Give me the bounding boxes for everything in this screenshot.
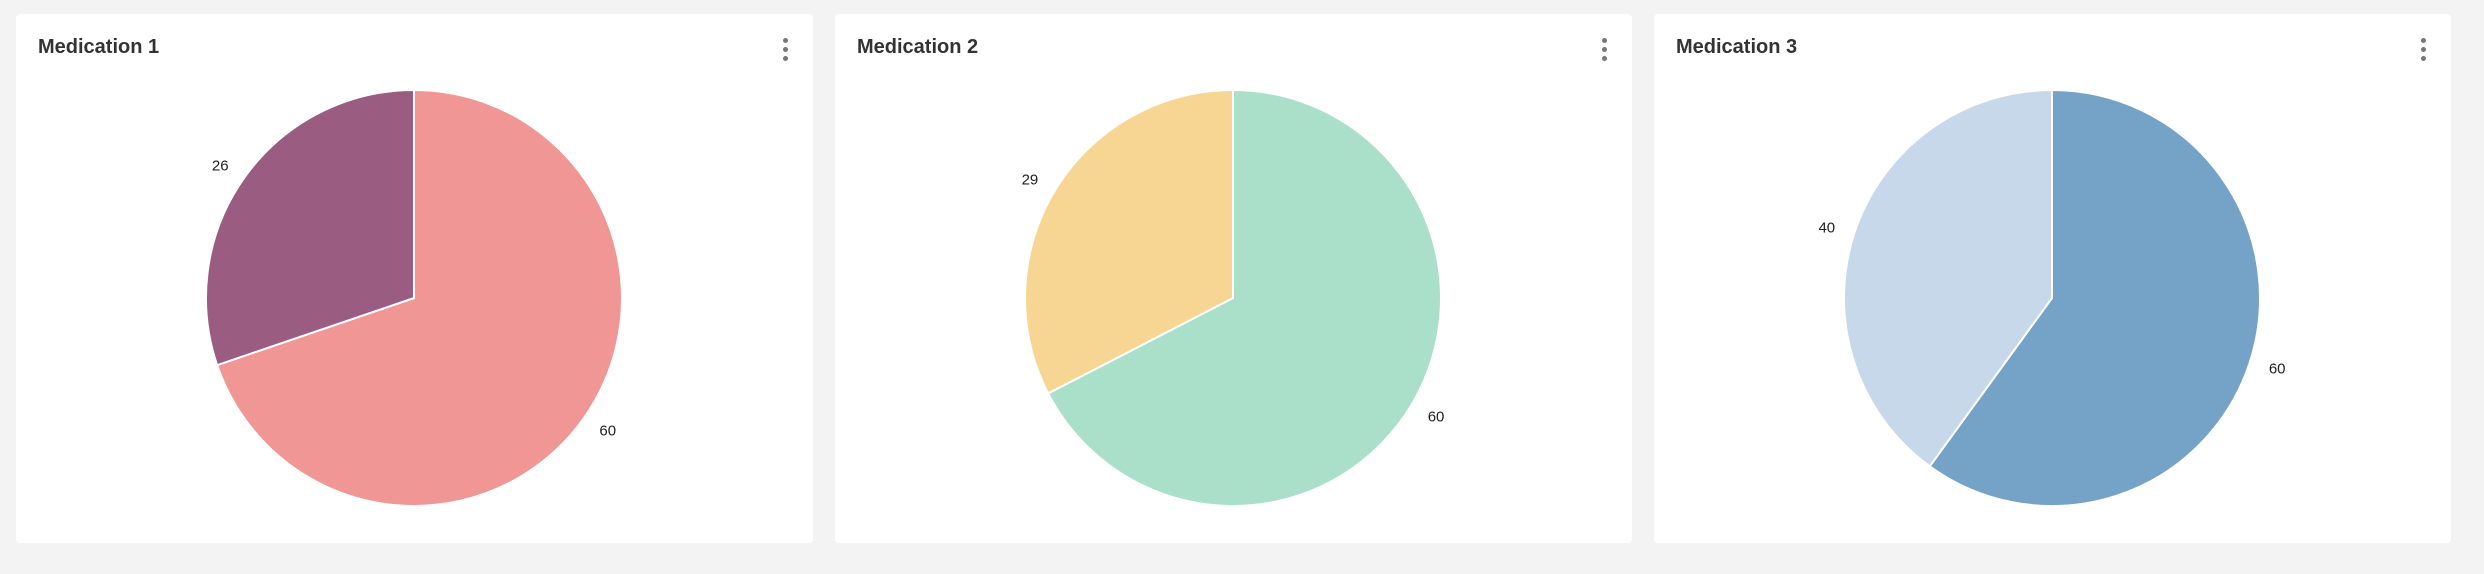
chart-card-1: Medication 1 60 26: [16, 14, 813, 543]
pie-slice-1[interactable]: [1928, 88, 2261, 507]
pie-slice-1[interactable]: [215, 88, 623, 507]
slice-value-label: 29: [1022, 171, 1039, 188]
chart-card-2: Medication 2 60 29: [835, 14, 1632, 543]
pie-slice-2[interactable]: [1843, 88, 2053, 468]
pie-slice-2[interactable]: [205, 88, 415, 367]
slice-value-label: 26: [212, 157, 229, 174]
pie-chart: 60 29: [1022, 88, 1445, 507]
chart-card-3: Medication 3 60 40: [1654, 14, 2451, 543]
slice-value-label: 60: [2269, 360, 2286, 377]
slice-value-label: 40: [1818, 220, 1835, 237]
chart-title: Medication 1: [38, 36, 160, 58]
pie-chart: 60 26: [205, 88, 623, 507]
pie-slice-2[interactable]: [1024, 88, 1234, 395]
slice-value-label: 60: [599, 423, 616, 440]
more-vertical-icon[interactable]: [773, 35, 797, 63]
pie-slice-1[interactable]: [1046, 88, 1442, 507]
more-vertical-icon[interactable]: [2411, 35, 2435, 63]
chart-title: Medication 2: [857, 36, 979, 58]
more-vertical-icon[interactable]: [1592, 35, 1616, 63]
pie-chart: 60 40: [1818, 88, 2286, 507]
slice-value-label: 60: [1428, 409, 1445, 426]
chart-title: Medication 3: [1676, 36, 1798, 58]
